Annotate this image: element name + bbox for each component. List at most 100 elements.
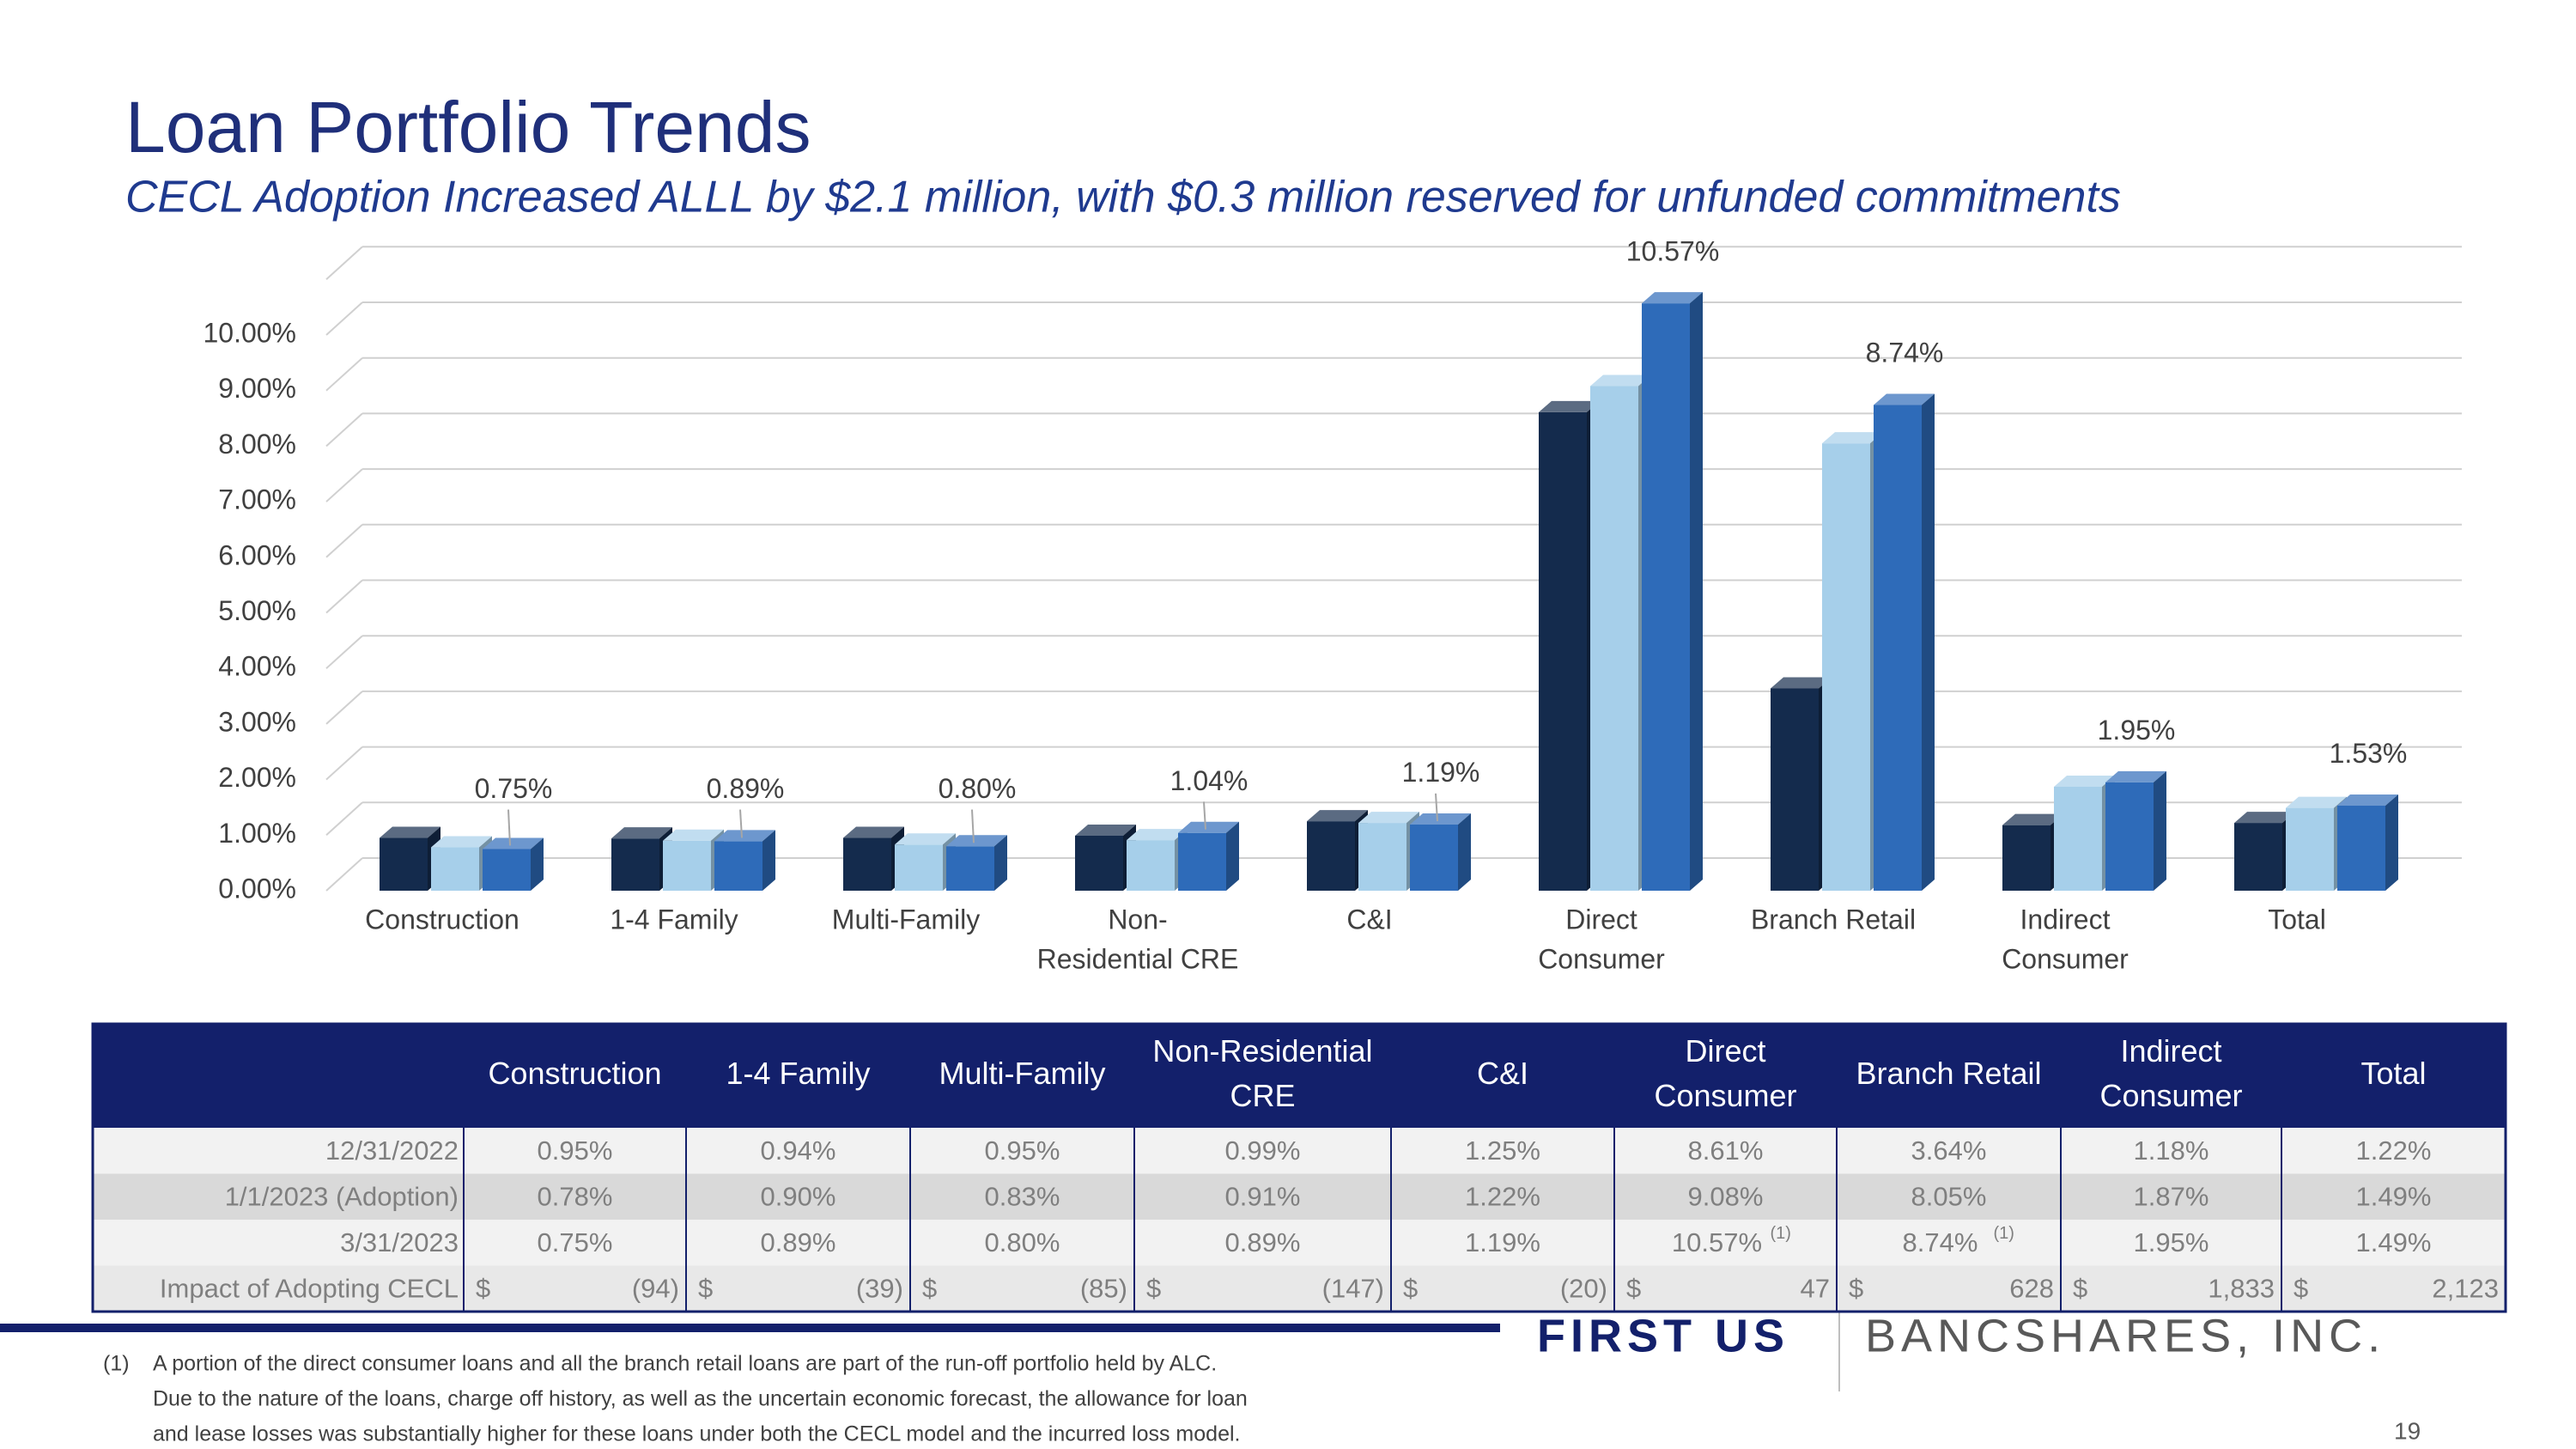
y-tick-label: 5.00% [218,595,296,626]
table-cell: 0.89% [761,1227,836,1257]
table-cell: 1.22% [1465,1181,1540,1211]
page-number: 19 [2394,1417,2421,1444]
bar [2002,825,2050,891]
label-leader [971,809,975,843]
table-cell-currency: $ [2073,1273,2087,1303]
bar-top [2002,813,2063,825]
table-cell: 1.22% [2356,1135,2432,1166]
bar-side [1226,821,1239,891]
slide-subtitle: CECL Adoption Increased ALLL by $2.1 mil… [125,173,2121,222]
x-tick-label: C&I [1346,904,1392,935]
bar-side [2385,795,2398,891]
table-cell: 8.05% [1911,1181,1987,1211]
bar-top [2054,776,2115,788]
table-cell: 0.89% [1225,1227,1301,1257]
table-header: Non-Residential [1152,1033,1372,1068]
logo-light: BANCSHARES, INC. [1865,1310,2385,1361]
label-leader [1203,801,1206,830]
data-label: 0.75% [475,773,553,804]
footnote-line: and lease losses was substantially highe… [153,1422,1240,1446]
bar-side [994,835,1007,891]
table-cell: 0.75% [538,1227,613,1257]
bar [663,840,711,891]
bar-side [531,837,544,891]
y-tick-label: 6.00% [218,539,296,570]
bar-top [611,827,672,839]
data-label: 1.04% [1170,765,1249,796]
row-label: Impact of Adopting CECL [160,1273,459,1303]
bar-top [843,826,904,838]
table-cell: 0.91% [1225,1181,1301,1211]
table-header: CRE [1230,1078,1295,1113]
data-label: 1.95% [2098,715,2176,746]
grid-line [325,579,363,614]
bar-top [895,833,956,845]
table-row-bg [93,1220,2506,1266]
data-label: 0.89% [707,773,785,804]
table-cell: 10.57% [1672,1227,1762,1257]
x-tick-label: Non- [1108,904,1167,935]
grid-line [325,524,363,558]
x-tick-label: 1-4 Family [610,904,738,935]
table-header: Total [2360,1056,2426,1091]
bar-top [2234,812,2295,824]
table-cell-currency: $ [1849,1273,1863,1303]
bar-top [946,835,1007,847]
grid-line [325,801,363,837]
grid-line [325,746,363,781]
bar-side [1690,292,1703,892]
table-cell: 0.90% [761,1181,836,1211]
row-label: 12/31/2022 [325,1135,459,1166]
x-tick-label: Construction [365,904,519,935]
x-tick-label: Consumer [1538,943,1665,974]
grid-line [325,691,363,725]
bar-top [1771,677,1832,689]
bar-top [1178,821,1239,833]
table-cell: 1.87% [2134,1181,2209,1211]
logo-bold: FIRST US [1537,1310,1789,1361]
bar-top [1410,813,1471,825]
bar-top [1590,374,1651,387]
table-cell-note: (1) [1994,1224,2014,1243]
table-cell: 1.25% [1465,1135,1540,1166]
bar [380,837,428,891]
data-label: 10.57% [1626,235,1720,266]
table-cell: 2,123 [2432,1273,2499,1303]
table-row-bg [93,1173,2506,1220]
bar-top [1358,812,1419,824]
table-header: Construction [488,1056,661,1091]
table-cell: (20) [1560,1273,1607,1303]
bar-top [714,830,775,842]
x-tick-label: Branch Retail [1751,904,1916,935]
table-cell: 0.95% [538,1135,613,1166]
bar-top [1822,432,1883,444]
table-header-bg [93,1024,2506,1128]
table-border [91,1022,2507,1313]
table-cell: 9.08% [1688,1181,1764,1211]
x-tick-label: Indirect [2020,904,2111,935]
wall-top [325,246,363,281]
table-cell: 0.95% [985,1135,1060,1166]
footer-rule [0,1324,1500,1332]
label-leader [739,809,743,838]
table-cell: 0.83% [985,1181,1060,1211]
bar-top [2337,795,2398,807]
data-label: 0.80% [939,773,1017,804]
table-cell: 1.95% [2134,1227,2209,1257]
grid-line [325,356,363,392]
footnote-marker: (1) [103,1352,130,1376]
table-cell: 0.80% [985,1227,1060,1257]
table-cell-currency: $ [1146,1273,1161,1303]
table-cell-currency: $ [1403,1273,1418,1303]
table-cell: 1,833 [2208,1273,2275,1303]
table-header: Consumer [2099,1078,2242,1113]
bar [895,844,943,891]
table-header: C&I [1477,1056,1528,1091]
y-tick-label: 7.00% [218,484,296,515]
table-cell: 1.19% [1465,1227,1540,1257]
bar-top [1127,829,1188,841]
table-cell-currency: $ [922,1273,937,1303]
bar [2054,787,2102,891]
table-cell: 0.99% [1225,1135,1301,1166]
